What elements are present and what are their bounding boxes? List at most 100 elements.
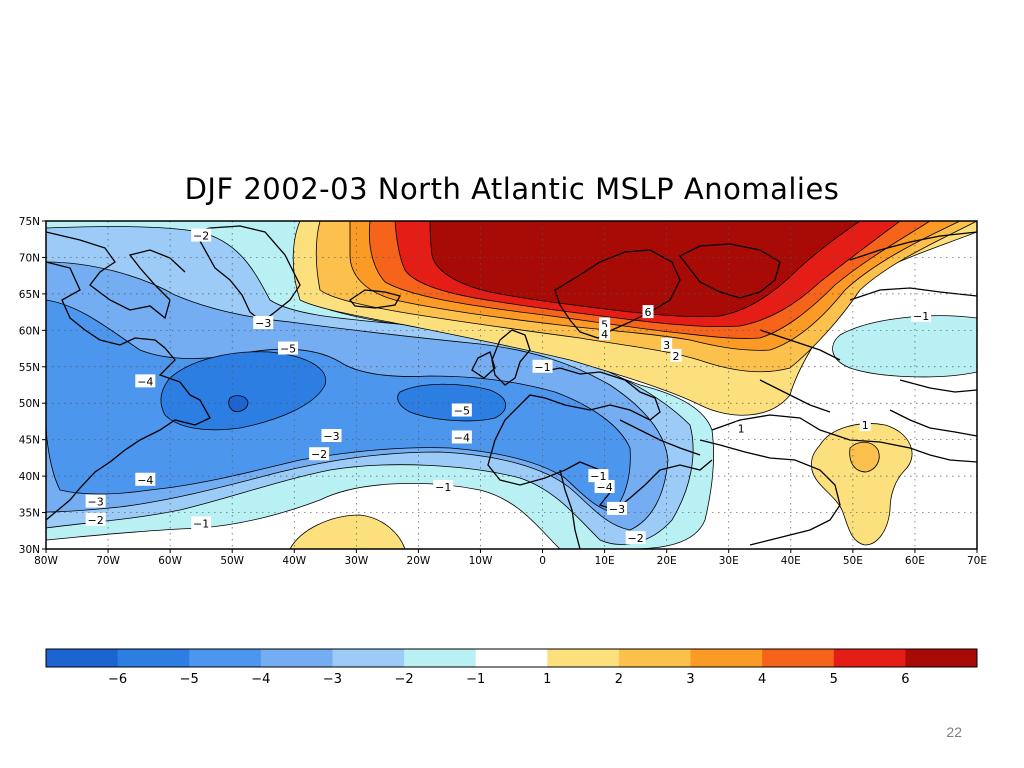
contour-label-text: −2 [193,230,209,243]
contour-label-text: −3 [609,503,625,516]
contour-label: −5 [278,341,299,356]
lon-tick-label: 60W [158,555,182,567]
contour-label: −4 [594,480,615,494]
page-number: 22 [946,724,962,740]
lat-tick-label: 40N [19,471,40,483]
latitude-axis: 75N 70N 65N 60N 55N 50N 45N 40N 35N 30N [19,216,46,556]
lat-tick-label: 50N [19,398,40,410]
contour-label: −3 [321,429,342,443]
band-neg6 [228,395,249,412]
contour-label-bg [253,316,274,330]
contour-label: −2 [191,228,212,243]
lon-tick-label: 30W [344,555,368,567]
legend-tick-label: −3 [323,672,342,687]
contour-label-bg [594,480,615,494]
contour-label-bg [735,421,747,435]
contour-label-text: 4 [601,328,608,341]
lon-tick-label: 20E [657,555,677,567]
contour-label-text: −5 [280,343,296,356]
lon-tick-label: 70W [96,555,120,567]
legend-swatch [189,649,262,667]
contour-label-bg [135,374,156,388]
map-frame [45,220,978,550]
contour-label: 2 [670,348,682,363]
contour-label: −1 [433,480,454,494]
band-pos-eastern-1 [811,423,913,546]
legend-tick-label: 5 [830,672,838,687]
contour-label-bg [191,516,212,530]
legend-swatch [46,649,119,667]
contour-labels: −2−3−5−4−3−2−4−3−2 −1−1−5−4−1−1−4−3−26543… [85,228,932,545]
contour-label-bg [670,348,682,362]
legend-swatch [404,649,477,667]
coastlines [46,225,977,549]
lon-tick-label: 40E [781,555,801,567]
contour-label-bg [599,326,611,340]
contour-label: −2 [309,447,330,461]
contour-label: −1 [588,469,609,483]
contour-label-bg [607,501,628,515]
contour-label-text: 1 [738,423,745,436]
contour-label-bg [625,531,646,545]
contour-label-text: −4 [137,375,153,388]
lat-tick-label: 45N [19,435,40,447]
contour-label-bg [85,494,106,508]
longitude-axis: 80W 70W 60W 50W 40W 30W 20W 10W 0 10E 20E 30E 40E 50E… [34,549,987,567]
lat-tick-label: 65N [19,289,40,301]
lon-tick-label: 50W [220,555,244,567]
legend-swatch [332,649,405,667]
lat-tick-label: 75N [19,216,40,228]
band-pos6 [429,221,861,318]
contour-label-bg [433,480,454,494]
legend-swatch [475,649,548,667]
contour-label-bg [859,418,871,432]
legend-tick-label: −5 [180,672,199,687]
lon-tick-label: 50E [843,555,863,567]
legend-frame [45,648,978,668]
contour-label: −1 [911,308,932,323]
contour-label-text: −3 [88,496,104,509]
contour-label-text: −4 [454,431,470,444]
lon-tick-label: 30E [719,555,739,567]
legend-swatch [833,649,906,667]
contour-label-text: −1 [534,361,550,374]
contour-label: 1 [735,421,747,436]
contour-label: −3 [85,494,106,509]
lat-tick-label: 35N [19,508,40,520]
contour-label-bg [451,403,472,417]
contour-label-bg [451,430,472,444]
legend-tick-label: 4 [758,672,766,687]
anomaly-field [46,221,977,549]
band-neg5 [160,351,507,431]
lat-tick-label: 70N [19,252,40,264]
contour-label-text: −3 [323,430,339,443]
contour-label-bg [309,447,330,461]
contour-label-bg [642,305,654,319]
contour-label-bg [85,512,106,526]
lon-tick-label: 20W [407,555,431,567]
contour-label: −4 [135,472,156,487]
contour-label-text: 2 [672,350,679,363]
legend-swatch [547,649,620,667]
contour-label-text: −2 [88,514,104,527]
contour-label: 5 [599,317,611,332]
contour-label-text: −5 [454,405,470,418]
contour-label-bg [661,337,673,351]
legend-tick-label: 3 [686,672,694,687]
legend-tick-label: 6 [901,672,909,687]
legend-tick-label: −1 [466,672,485,687]
contour-label: −1 [191,516,212,530]
contour-label: −4 [451,430,472,444]
lon-tick-label: 10W [469,555,493,567]
color-legend: −6 −5 −4 −3 −2 −1 1 2 3 4 5 6 [45,648,978,687]
legend-swatch [260,649,333,667]
contour-label: −4 [135,374,156,388]
lon-tick-label: 10E [595,555,615,567]
contour-label-bg [278,341,299,355]
legend-tick-label: 1 [543,672,551,687]
contour-label-text: 6 [645,306,652,319]
contour-label-bg [321,429,342,443]
contour-label: −5 [451,403,472,418]
contour-label-bg [588,469,609,483]
